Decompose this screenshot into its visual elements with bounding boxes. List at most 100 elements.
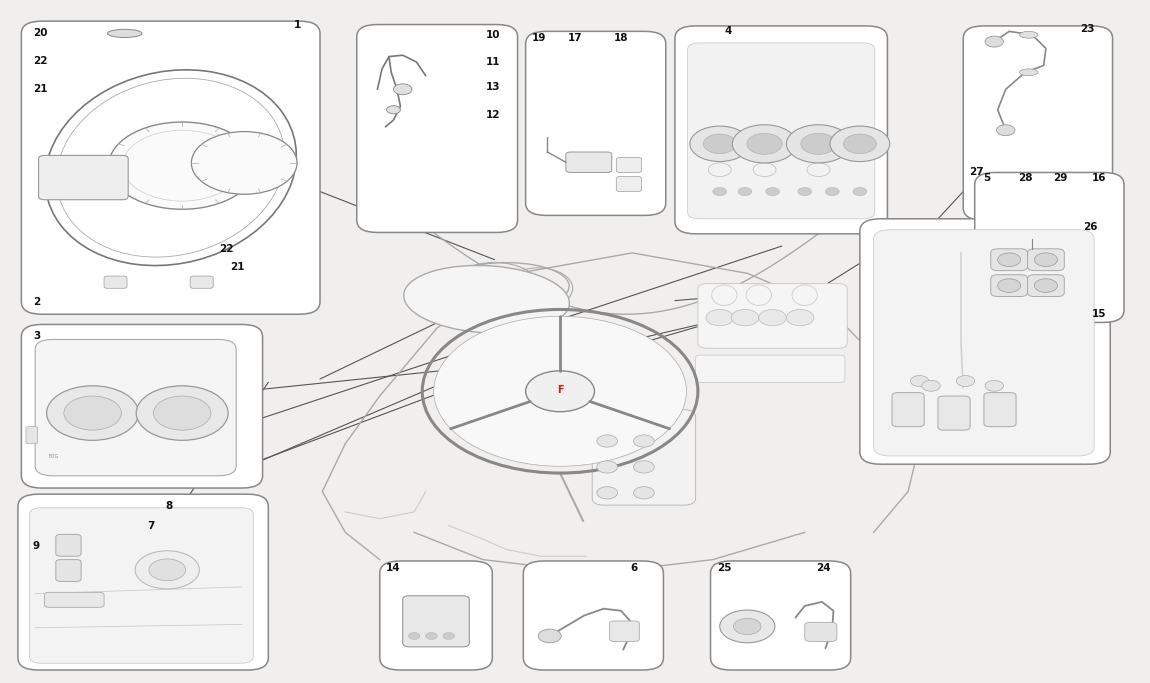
Text: 9: 9 [33, 541, 40, 551]
FancyBboxPatch shape [104, 276, 126, 288]
Circle shape [738, 187, 752, 195]
Circle shape [108, 122, 255, 209]
Circle shape [634, 435, 654, 447]
Circle shape [393, 84, 412, 95]
Circle shape [136, 386, 228, 441]
Circle shape [634, 487, 654, 499]
FancyBboxPatch shape [610, 621, 639, 641]
Circle shape [434, 316, 687, 466]
FancyBboxPatch shape [36, 339, 236, 476]
Circle shape [597, 435, 618, 447]
Text: 12: 12 [485, 109, 500, 120]
Circle shape [853, 187, 867, 195]
FancyBboxPatch shape [1028, 249, 1064, 270]
Circle shape [597, 487, 618, 499]
FancyBboxPatch shape [523, 561, 664, 670]
Text: 21: 21 [33, 84, 47, 94]
Circle shape [911, 376, 929, 387]
FancyBboxPatch shape [688, 43, 875, 219]
Ellipse shape [107, 29, 141, 38]
Ellipse shape [1020, 31, 1038, 38]
Circle shape [690, 126, 750, 162]
FancyBboxPatch shape [22, 324, 262, 488]
Circle shape [1035, 279, 1057, 292]
Text: 7: 7 [147, 520, 155, 531]
Text: 4: 4 [724, 27, 731, 36]
FancyBboxPatch shape [675, 26, 888, 234]
FancyBboxPatch shape [860, 219, 1110, 464]
FancyBboxPatch shape [26, 427, 38, 444]
FancyBboxPatch shape [592, 410, 696, 505]
FancyBboxPatch shape [56, 559, 82, 581]
FancyBboxPatch shape [45, 592, 104, 607]
FancyBboxPatch shape [975, 173, 1124, 322]
FancyBboxPatch shape [380, 561, 492, 670]
Circle shape [135, 550, 199, 589]
Text: 13: 13 [485, 82, 500, 92]
Circle shape [426, 632, 437, 639]
Circle shape [1035, 253, 1057, 266]
FancyBboxPatch shape [190, 276, 213, 288]
Text: 14: 14 [385, 563, 400, 573]
Text: 28: 28 [1019, 173, 1033, 183]
FancyBboxPatch shape [991, 275, 1028, 296]
Text: 15: 15 [1091, 309, 1106, 319]
Text: 25: 25 [718, 563, 731, 573]
Text: 11: 11 [485, 57, 500, 67]
FancyBboxPatch shape [698, 283, 848, 348]
Circle shape [759, 309, 787, 326]
Text: 27: 27 [969, 167, 983, 178]
Circle shape [800, 133, 836, 154]
Text: 26: 26 [1082, 222, 1097, 232]
Text: 22: 22 [33, 56, 47, 66]
Text: 3: 3 [33, 331, 40, 341]
FancyBboxPatch shape [616, 176, 642, 191]
Text: F: F [557, 385, 564, 395]
FancyBboxPatch shape [39, 156, 128, 199]
Circle shape [986, 36, 1004, 47]
Text: 22: 22 [218, 245, 233, 255]
Circle shape [634, 461, 654, 473]
Circle shape [986, 380, 1004, 391]
FancyBboxPatch shape [616, 158, 642, 173]
Circle shape [997, 125, 1015, 136]
Circle shape [733, 125, 797, 163]
Circle shape [538, 629, 561, 643]
Circle shape [64, 396, 121, 430]
FancyBboxPatch shape [1028, 275, 1064, 296]
Circle shape [408, 632, 420, 639]
FancyBboxPatch shape [964, 26, 1112, 220]
Circle shape [798, 187, 812, 195]
FancyBboxPatch shape [30, 508, 253, 663]
Text: 6: 6 [630, 563, 637, 573]
Circle shape [443, 632, 454, 639]
Circle shape [713, 187, 727, 195]
Text: 1: 1 [293, 20, 301, 29]
Circle shape [830, 126, 890, 162]
Ellipse shape [1020, 69, 1038, 76]
Circle shape [526, 371, 595, 412]
FancyBboxPatch shape [874, 229, 1094, 456]
Text: 29: 29 [1052, 173, 1067, 183]
Circle shape [922, 380, 941, 391]
FancyBboxPatch shape [991, 249, 1028, 270]
FancyBboxPatch shape [22, 21, 320, 314]
Text: FOG: FOG [49, 454, 59, 459]
Circle shape [731, 309, 759, 326]
Text: 2: 2 [33, 297, 40, 307]
FancyBboxPatch shape [984, 393, 1017, 427]
Text: 18: 18 [614, 33, 629, 43]
Text: 16: 16 [1091, 173, 1106, 183]
Circle shape [787, 309, 814, 326]
Text: 24: 24 [816, 563, 830, 573]
Text: 10: 10 [485, 30, 500, 40]
Text: 23: 23 [1080, 25, 1095, 34]
Text: 8: 8 [164, 501, 172, 512]
Circle shape [720, 610, 775, 643]
Circle shape [47, 386, 138, 441]
Text: 20: 20 [33, 29, 47, 38]
Text: 19: 19 [531, 33, 546, 43]
Circle shape [191, 132, 297, 194]
FancyBboxPatch shape [18, 494, 268, 670]
FancyBboxPatch shape [566, 152, 612, 173]
